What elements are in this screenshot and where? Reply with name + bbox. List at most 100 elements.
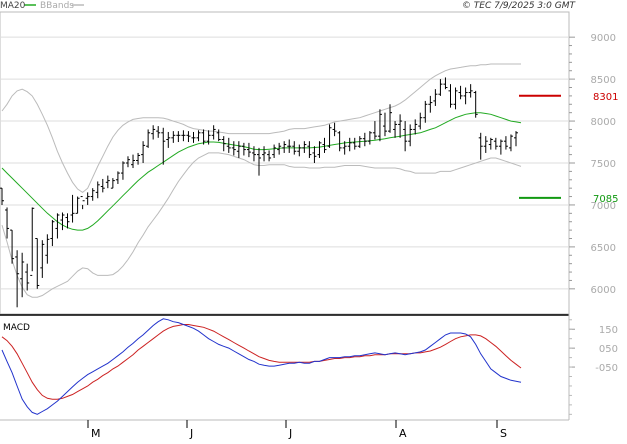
ohlc-bar	[302, 141, 307, 153]
price-tick-label: 7500	[591, 159, 616, 170]
ohlc-bar	[216, 129, 221, 142]
ohlc-bar	[186, 131, 191, 143]
month-label: J	[189, 427, 193, 440]
ohlc-bar	[352, 137, 357, 150]
ma-legend-label: MA20	[0, 1, 26, 11]
ohlc-bar	[508, 134, 513, 152]
ohlc-bar	[241, 142, 246, 156]
ohlc-bar	[322, 137, 327, 153]
ohlc-bar	[100, 178, 105, 193]
ohlc-bar	[438, 79, 443, 96]
ohlc-bar	[65, 213, 70, 229]
ohlc-bar	[418, 112, 423, 130]
ohlc-bar	[337, 131, 342, 152]
ohlc-bar	[267, 150, 272, 162]
ohlc-bar	[226, 137, 231, 153]
ohlc-bar	[327, 124, 332, 148]
ohlc-bar	[151, 125, 156, 140]
ohlc-bar	[146, 129, 151, 148]
macd-tick-label: 150	[599, 325, 618, 336]
ohlc-bar	[161, 127, 166, 165]
ohlc-bar	[413, 119, 418, 135]
ohlc-bar	[10, 229, 15, 264]
ohlc-bar	[453, 87, 458, 110]
ohlc-bar	[231, 141, 236, 156]
source-label: © TEC 7/9/2025 3:0 GMT	[462, 1, 577, 11]
ohlc-bar	[448, 84, 453, 108]
ohlc-bar	[50, 220, 55, 247]
signal-line-path	[1, 324, 522, 400]
month-label: A	[399, 427, 407, 440]
ohlc-bar	[105, 175, 110, 189]
bbands-upper-line	[1, 63, 521, 194]
ohlc-bar	[75, 196, 80, 214]
ohlc-bars	[0, 77, 518, 308]
ohlc-bar	[443, 77, 448, 90]
ohlc-bar	[80, 196, 85, 210]
ohlc-bar	[30, 207, 35, 276]
ohlc-bar	[90, 188, 95, 201]
ma20-line	[1, 112, 522, 231]
ohlc-bar	[272, 144, 277, 158]
ma20-path	[1, 112, 522, 231]
ohlc-bar	[488, 137, 493, 150]
ohlc-bar	[55, 213, 60, 239]
ohlc-bar	[25, 263, 30, 291]
ohlc-bar	[408, 124, 413, 147]
ohlc-bar	[251, 146, 256, 162]
price-tick-label: 9000	[591, 33, 616, 44]
ohlc-bar	[125, 156, 130, 168]
ohlc-bar	[388, 104, 393, 133]
ohlc-bar	[45, 234, 50, 264]
month-label: S	[500, 427, 507, 440]
ohlc-bar	[120, 161, 125, 180]
macd-panel-label: MACD	[3, 323, 30, 333]
ohlc-bar	[115, 171, 120, 184]
ohlc-bar	[357, 136, 362, 148]
ohlc-bar	[473, 90, 478, 118]
ohlc-bar	[181, 130, 186, 142]
ohlc-bar	[156, 126, 161, 138]
ohlc-bar	[0, 187, 4, 205]
ohlc-bar	[483, 136, 488, 153]
price-axis: 6000 6500 7000 7500 8000 8500 9000	[569, 33, 616, 296]
ohlc-bar	[468, 84, 473, 98]
price-tick-label: 6500	[591, 243, 616, 254]
ohlc-bar	[282, 141, 287, 153]
ohlc-bar	[246, 142, 251, 158]
ohlc-bar	[236, 141, 241, 158]
ohlc-bar	[362, 132, 367, 147]
ohlc-bar	[206, 130, 211, 145]
ohlc-bar	[403, 121, 408, 152]
ohlc-bar	[292, 141, 297, 155]
ohlc-bar	[141, 141, 146, 163]
ohlc-bar	[428, 95, 433, 113]
price-tick-label: 6000	[591, 285, 616, 296]
macd-tick-label: -050	[595, 363, 618, 374]
bbands-legend-label: BBands	[40, 1, 74, 11]
ohlc-bar	[317, 141, 322, 158]
ohlc-bar	[458, 85, 463, 100]
ohlc-bar	[110, 178, 115, 189]
ohlc-bar	[196, 130, 201, 142]
ohlc-bar	[372, 121, 377, 140]
ohlc-bar	[347, 137, 352, 152]
month-label: M	[91, 427, 101, 440]
macd-axis: 150 050 -050	[569, 319, 618, 415]
reference-lines: 8301 7085	[519, 92, 618, 205]
ohlc-bar	[35, 238, 40, 289]
ohlc-bar	[463, 87, 468, 105]
bbands-lower-line	[1, 152, 522, 298]
ohlc-bar	[70, 194, 75, 223]
support-label: 7085	[593, 194, 618, 205]
ohlc-bar	[262, 146, 267, 162]
ohlc-bar	[191, 131, 196, 143]
ohlc-bar	[332, 122, 337, 137]
macd-lines	[1, 318, 522, 415]
ohlc-bar	[367, 131, 372, 145]
ohlc-bar	[20, 252, 25, 298]
ohlc-bar	[85, 192, 90, 205]
